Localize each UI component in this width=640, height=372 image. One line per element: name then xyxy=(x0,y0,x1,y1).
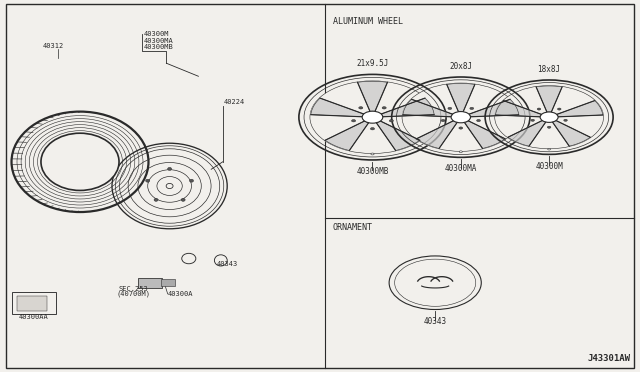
Text: 40300MA: 40300MA xyxy=(144,38,173,44)
Text: 40300MB: 40300MB xyxy=(144,44,173,50)
Polygon shape xyxy=(469,99,518,117)
Ellipse shape xyxy=(154,198,158,201)
Text: 40312: 40312 xyxy=(43,44,64,49)
Circle shape xyxy=(448,107,452,109)
Circle shape xyxy=(537,108,541,110)
Ellipse shape xyxy=(181,198,185,201)
Circle shape xyxy=(451,112,470,123)
Polygon shape xyxy=(325,121,369,151)
Circle shape xyxy=(351,119,356,122)
Polygon shape xyxy=(552,121,590,146)
Bar xyxy=(12,292,56,314)
Circle shape xyxy=(371,153,374,155)
Ellipse shape xyxy=(182,253,196,264)
Circle shape xyxy=(531,119,534,121)
Text: 40300MB: 40300MB xyxy=(356,167,388,176)
Circle shape xyxy=(495,86,604,149)
Circle shape xyxy=(359,107,363,109)
Text: (40700M): (40700M) xyxy=(116,291,150,297)
Circle shape xyxy=(470,107,474,109)
Circle shape xyxy=(477,119,481,122)
Circle shape xyxy=(460,151,462,153)
Text: ALUMINUM WHEEL: ALUMINUM WHEEL xyxy=(333,17,403,26)
Text: 40300M: 40300M xyxy=(535,161,563,170)
Polygon shape xyxy=(508,121,546,146)
Text: 20x8J: 20x8J xyxy=(449,62,472,71)
Polygon shape xyxy=(417,121,457,148)
Text: 40300AA: 40300AA xyxy=(19,314,49,320)
Circle shape xyxy=(459,127,463,129)
Text: ORNAMENT: ORNAMENT xyxy=(333,223,372,232)
Circle shape xyxy=(548,148,550,150)
Bar xyxy=(138,278,162,288)
Ellipse shape xyxy=(12,112,148,212)
Bar xyxy=(17,296,47,311)
Circle shape xyxy=(441,119,445,122)
Polygon shape xyxy=(311,98,364,117)
Circle shape xyxy=(389,119,394,122)
Polygon shape xyxy=(536,86,562,112)
Polygon shape xyxy=(465,121,505,148)
Polygon shape xyxy=(381,98,434,117)
Polygon shape xyxy=(376,121,420,151)
Ellipse shape xyxy=(166,183,173,189)
Ellipse shape xyxy=(214,255,227,266)
Text: SEC.253: SEC.253 xyxy=(118,286,148,292)
Ellipse shape xyxy=(146,179,150,182)
Circle shape xyxy=(402,83,520,151)
Polygon shape xyxy=(495,100,541,117)
Text: J43301AW: J43301AW xyxy=(588,354,630,363)
Polygon shape xyxy=(358,81,387,111)
Polygon shape xyxy=(447,83,475,112)
Circle shape xyxy=(547,126,551,128)
Text: 40224: 40224 xyxy=(224,99,245,105)
Text: 40300M: 40300M xyxy=(144,32,170,38)
Circle shape xyxy=(382,107,386,109)
Text: 40300MA: 40300MA xyxy=(445,164,477,173)
Ellipse shape xyxy=(168,167,172,170)
Text: 40343: 40343 xyxy=(424,317,447,326)
Text: 21x9.5J: 21x9.5J xyxy=(356,59,388,68)
Text: 40343: 40343 xyxy=(216,261,238,267)
Bar xyxy=(161,279,175,286)
Circle shape xyxy=(310,81,435,154)
Polygon shape xyxy=(403,99,452,117)
Circle shape xyxy=(362,111,383,123)
Circle shape xyxy=(371,128,374,130)
Circle shape xyxy=(564,119,567,121)
Ellipse shape xyxy=(189,179,193,182)
Text: 40300A: 40300A xyxy=(168,291,193,297)
Circle shape xyxy=(540,112,558,122)
Ellipse shape xyxy=(41,133,119,190)
Text: 18x8J: 18x8J xyxy=(538,65,561,74)
Circle shape xyxy=(557,108,561,110)
Polygon shape xyxy=(557,100,603,117)
